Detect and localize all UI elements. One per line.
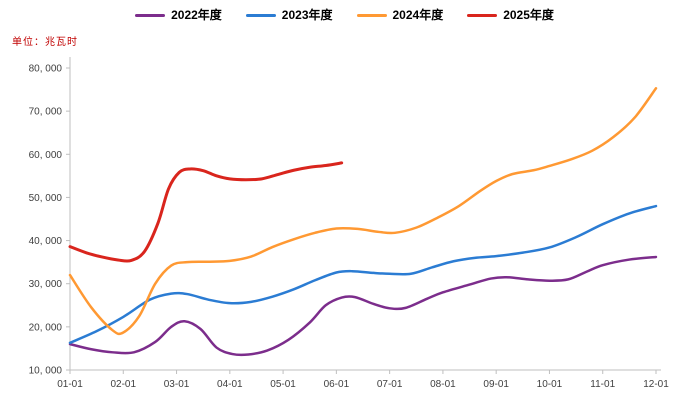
x-tick-label: 01-01	[57, 379, 83, 390]
legend-label: 2025年度	[503, 8, 554, 22]
legend-item-2024: 2024年度	[356, 8, 444, 22]
chart-legend: 2022年度 2023年度 2024年度 2025年度	[0, 9, 689, 21]
x-tick-label: 07-01	[377, 379, 403, 390]
y-tick-label: 20, 000	[29, 322, 63, 333]
y-tick-label: 70, 000	[29, 107, 63, 118]
x-tick-label: 09-01	[483, 379, 509, 390]
series-line-2025	[68, 161, 344, 263]
series-line-2024	[68, 87, 658, 336]
series-line-2022	[68, 255, 658, 357]
x-tick-label: 11-01	[590, 379, 615, 390]
series-line-2023	[68, 204, 658, 345]
y-tick-label: 40, 000	[29, 236, 63, 247]
y-tick-label: 10, 000	[29, 366, 63, 377]
x-tick-label: 08-01	[430, 379, 456, 390]
legend-line-swatch	[356, 13, 387, 17]
legend-item-2025: 2025年度	[467, 9, 554, 21]
legend-item-2023: 2023年度	[245, 8, 333, 22]
x-tick-label: 12-01	[643, 379, 669, 390]
x-tick-label: 03-01	[164, 379, 190, 390]
y-tick-label: 50, 000	[29, 193, 63, 204]
legend-label: 2022年度	[171, 8, 222, 22]
y-tick-label: 60, 000	[29, 150, 63, 161]
y-tick-label: 80, 000	[29, 64, 63, 75]
y-tick-label: 30, 000	[29, 279, 63, 290]
x-tick-label: 06-01	[324, 379, 350, 390]
unit-label: 单位：兆瓦时	[12, 37, 78, 48]
legend-line-swatch	[245, 13, 276, 17]
legend-label: 2023年度	[281, 8, 333, 22]
legend-line-swatch	[135, 13, 166, 17]
legend-label: 2024年度	[392, 8, 444, 22]
legend-item-2022: 2022年度	[135, 9, 222, 21]
x-tick-label: 05-01	[270, 379, 296, 390]
legend-line-swatch	[467, 13, 498, 17]
x-tick-label: 04-01	[217, 379, 243, 390]
x-tick-label: 10-01	[537, 379, 563, 390]
x-tick-label: 02-01	[110, 379, 136, 390]
